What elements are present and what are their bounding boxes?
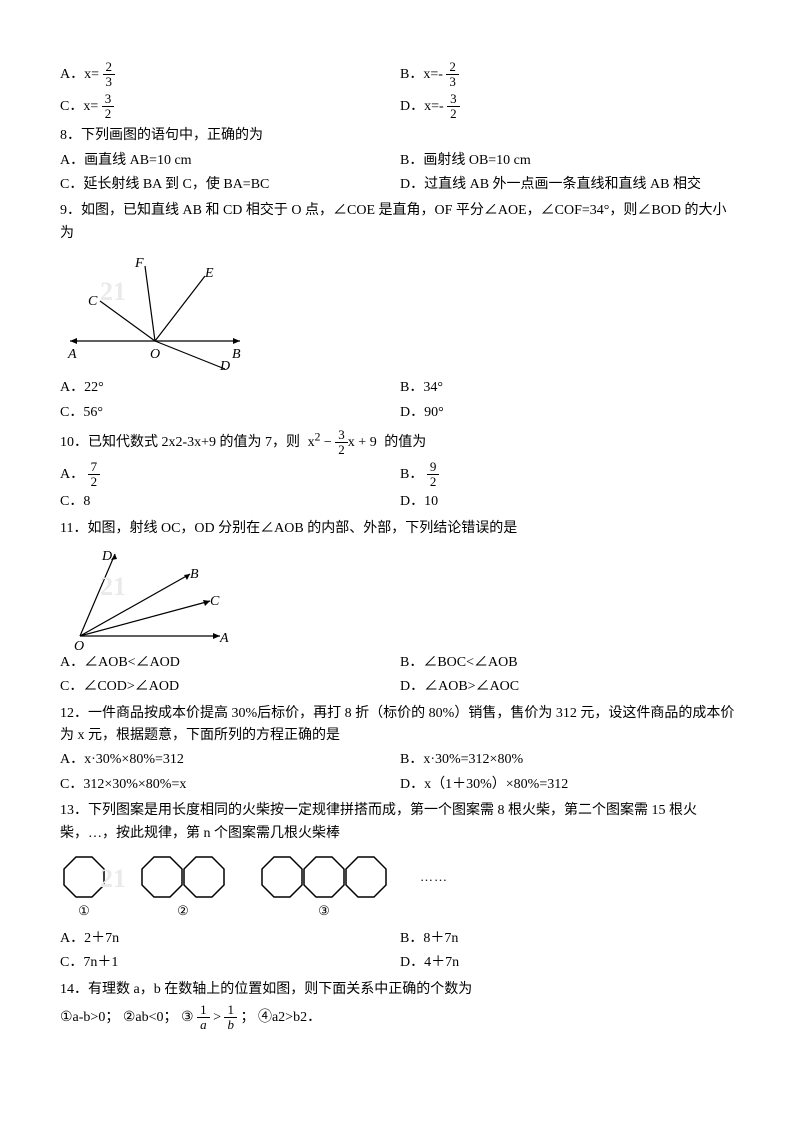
q9-figure: 21 A B O C E F D	[60, 251, 260, 371]
q11-label-a: A	[220, 628, 229, 650]
q9-option-a: A．22°	[60, 377, 400, 399]
q11-row1: A．∠AOB<∠AOD B．∠BOC<∠AOB	[60, 652, 740, 674]
q10-stem: 10．已知代数式 2x2-3x+9 的值为 7，则 x2 − 32x + 9 的…	[60, 428, 740, 458]
q13-row1: A．2＋7n B．8＋7n	[60, 928, 740, 950]
q9-label-a: A	[68, 344, 77, 366]
q7-a-prefix: A．x=	[60, 67, 99, 82]
q8-row1: A．画直线 AB=10 cm B．画射线 OB=10 cm	[60, 150, 740, 172]
q8-row2: C．延长射线 BA 到 C，使 BA=BC D．过直线 AB 外一点画一条直线和…	[60, 174, 740, 196]
q7-b-frac: 23	[446, 60, 459, 90]
q9-row1: A．22° B．34°	[60, 377, 740, 399]
q10-option-d: D．10	[400, 491, 740, 513]
q12-option-b: B．x·30%=312×80%	[400, 749, 740, 771]
q10-expr: x2 − 32x + 9	[308, 428, 377, 458]
q13-label-2: ②	[138, 901, 228, 922]
q9-label-e: E	[205, 263, 214, 285]
q14-item2: ②ab<0；	[123, 1010, 178, 1025]
q13-option-b: B．8＋7n	[400, 928, 740, 950]
q7-c-prefix: C．x=	[60, 99, 98, 114]
q7-d-prefix: D．x=-	[400, 99, 444, 114]
q11-stem: 11．如图，射线 OC，OD 分别在∠AOB 的内部、外部，下列结论错误的是	[60, 518, 740, 540]
q9-label-b: B	[232, 344, 241, 366]
q14-stem: 14．有理数 a，b 在数轴上的位置如图，则下面关系中正确的个数为	[60, 979, 740, 1001]
q12-option-d: D．x（1＋30%）×80%=312	[400, 774, 740, 796]
q9-label-d: D	[220, 356, 230, 378]
q11-option-a: A．∠AOB<∠AOD	[60, 652, 400, 674]
q8-stem: 8．下列画图的语句中，正确的为	[60, 125, 740, 147]
q13-option-c: C．7n＋1	[60, 952, 400, 974]
q11-option-c: C．∠COD>∠AOD	[60, 676, 400, 698]
q11-option-d: D．∠AOB>∠AOC	[400, 676, 740, 698]
q7-a-frac: 23	[103, 60, 116, 90]
q11-label-c: C	[210, 591, 219, 613]
q11-row2: C．∠COD>∠AOD D．∠AOB>∠AOC	[60, 676, 740, 698]
q9-stem: 9．如图，已知直线 AB 和 CD 相交于 O 点，∠COE 是直角，OF 平分…	[60, 200, 740, 245]
q13-option-a: A．2＋7n	[60, 928, 400, 950]
q10-post: 的值为	[384, 435, 426, 450]
q13-dots: ……	[420, 867, 448, 888]
q9-label-f: F	[135, 253, 144, 275]
q7-row2: C．x= 32 D．x=- 32	[60, 92, 740, 122]
q7-c-frac: 32	[102, 92, 115, 122]
q12-stem: 12．一件商品按成本价提高 30%后标价，再打 8 折（标价的 80%）销售，售…	[60, 703, 740, 748]
q13-label-3: ③	[258, 901, 390, 922]
q9-option-d: D．90°	[400, 402, 740, 424]
q12-option-c: C．312×30%×80%=x	[60, 774, 400, 796]
q9-option-b: B．34°	[400, 377, 740, 399]
q11-figure: 21 O A C B D	[60, 546, 240, 646]
q13-pattern-2	[138, 853, 228, 901]
q9-row2: C．56° D．90°	[60, 402, 740, 424]
q10-option-a: A． 72	[60, 460, 400, 490]
q8-option-b: B．画射线 OB=10 cm	[400, 150, 740, 172]
q7-b-prefix: B．x=-	[400, 67, 443, 82]
q7-option-d: D．x=- 32	[400, 92, 740, 122]
q14-items: ①a-b>0； ②ab<0； ③ 1a > 1b ； ④a2>b2．	[60, 1003, 740, 1033]
q14-item3-pre: ③	[181, 1010, 194, 1025]
q13-stem: 13．下列图案是用长度相同的火柴按一定规律拼搭而成，第一个图案需 8 根火柴，第…	[60, 800, 740, 845]
q13-label-1: ①	[60, 901, 108, 922]
q10-pre: 10．已知代数式 2x2-3x+9 的值为 7，则	[60, 435, 300, 450]
q14-item3-post: ；	[240, 1010, 254, 1025]
q11-label-o: O	[74, 636, 84, 658]
q10-option-b: B． 92	[400, 460, 740, 490]
q13-pattern-3	[258, 853, 390, 901]
q7-d-frac: 32	[447, 92, 460, 122]
q14-item1: ①a-b>0；	[60, 1010, 119, 1025]
q13-option-d: D．4＋7n	[400, 952, 740, 974]
q11-label-b: B	[190, 564, 199, 586]
q13-pattern-1	[60, 853, 108, 901]
q8-option-c: C．延长射线 BA 到 C，使 BA=BC	[60, 174, 400, 196]
q13-figure: 21 …… ① ② ③	[60, 853, 740, 922]
q7-option-b: B．x=- 23	[400, 60, 740, 90]
q12-option-a: A．x·30%×80%=312	[60, 749, 400, 771]
q10-option-c: C．8	[60, 491, 400, 513]
q9-label-c: C	[88, 291, 97, 313]
q10-row1: A． 72 B． 92	[60, 460, 740, 490]
q7-option-a: A．x= 23	[60, 60, 400, 90]
q12-row2: C．312×30%×80%=x D．x（1＋30%）×80%=312	[60, 774, 740, 796]
q12-row1: A．x·30%×80%=312 B．x·30%=312×80%	[60, 749, 740, 771]
q14-item4: ④a2>b2．	[258, 1010, 321, 1025]
q7-option-c: C．x= 32	[60, 92, 400, 122]
q11-option-b: B．∠BOC<∠AOB	[400, 652, 740, 674]
q11-label-d: D	[102, 546, 112, 568]
q13-row2: C．7n＋1 D．4＋7n	[60, 952, 740, 974]
q10-row2: C．8 D．10	[60, 491, 740, 513]
q7-row1: A．x= 23 B．x=- 23	[60, 60, 740, 90]
q9-option-c: C．56°	[60, 402, 400, 424]
q8-option-d: D．过直线 AB 外一点画一条直线和直线 AB 相交	[400, 174, 740, 196]
q9-label-o: O	[150, 344, 160, 366]
q8-option-a: A．画直线 AB=10 cm	[60, 150, 400, 172]
